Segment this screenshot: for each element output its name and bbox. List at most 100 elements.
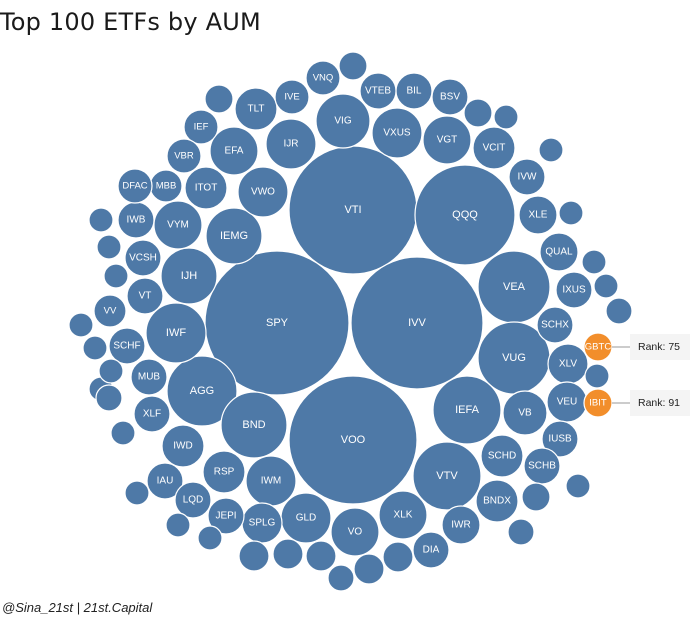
bubble-lqd [174, 481, 212, 519]
bubble-iefa [432, 375, 502, 445]
bubble-vbr [166, 138, 202, 174]
bubble-label-vb: VB [518, 408, 532, 419]
bubble-unlabeled-70 [538, 137, 564, 163]
bubble-efa [209, 126, 259, 176]
bubble-qqq [414, 164, 516, 266]
bubble-unlabeled-84 [197, 525, 223, 551]
bubble-ivv [350, 256, 484, 390]
bubble-label-iwb: IWB [127, 215, 146, 226]
bubble-label-schx: SCHX [541, 320, 569, 331]
bubble-qual [539, 232, 579, 272]
bubble-ief [183, 109, 219, 145]
bubble-label-bil: BIL [406, 86, 421, 97]
bubble-schf [108, 327, 146, 365]
bubble-vtv [412, 441, 482, 511]
callout-box-gbtc [630, 334, 690, 360]
bubble-ijr [265, 118, 317, 170]
bubble-unlabeled-78 [382, 541, 414, 573]
bubble-unlabeled-94 [88, 207, 114, 233]
bubble-unlabeled-66 [338, 51, 368, 81]
bubble-unlabeled-73 [593, 273, 619, 299]
bubble-label-veu: VEU [557, 397, 578, 408]
bubble-label-vwo: VWO [251, 187, 275, 198]
bubble-label-ivw: IVW [518, 172, 537, 183]
bubble-unlabeled-67 [204, 84, 234, 114]
bubble-label-lqd: LQD [183, 495, 204, 506]
bubble-label-schd: SCHD [488, 451, 516, 462]
bubble-iau [146, 462, 184, 500]
bubble-label-vgt: VGT [437, 135, 458, 146]
bubble-vteb [359, 72, 397, 110]
bubble-label-vcsh: VCSH [129, 253, 157, 264]
bubble-unlabeled-69 [493, 104, 519, 130]
bubble-iemg [205, 207, 263, 265]
bubble-label-mub: MUB [138, 372, 161, 383]
bubble-unlabeled-68 [463, 98, 493, 128]
bubble-unlabeled-97 [507, 518, 535, 546]
callout-box-ibit [630, 390, 690, 416]
bubble-vwo [237, 166, 289, 218]
bubble-label-vym: VYM [167, 220, 189, 231]
bubble-agg [166, 355, 238, 427]
bubble-label-bsv: BSV [440, 92, 460, 103]
bubble-label-vv: VV [104, 306, 117, 317]
bubble-unlabeled-91 [68, 312, 94, 338]
bubble-label-vea: VEA [503, 281, 526, 293]
bubble-label-iefa: IEFA [455, 404, 480, 416]
bubble-label-iwm: IWM [261, 476, 282, 487]
bubble-label-efa: EFA [225, 146, 244, 157]
bubble-label-dfac: DFAC [122, 181, 147, 192]
bubble-unlabeled-71 [558, 200, 584, 226]
bubble-label-xle: XLE [529, 210, 548, 221]
callout-text-ibit: Rank: 91 [638, 397, 680, 409]
bubble-label-vcit: VCIT [483, 143, 506, 154]
bubble-label-iau: IAU [157, 476, 174, 487]
bubble-label-gbtc: GBTC [585, 342, 612, 353]
bubble-vgt [422, 115, 472, 165]
bubble-unlabeled-90 [82, 335, 108, 361]
bubble-unlabeled-87 [110, 420, 136, 446]
bubble-label-voo: VOO [341, 434, 366, 446]
bubble-iusb [541, 420, 579, 458]
bubble-vnq [305, 60, 341, 96]
bubble-unlabeled-79 [353, 553, 385, 585]
credit-footer: @Sina_21st | 21st.Capital [2, 600, 153, 615]
bubble-label-vti: VTI [344, 204, 361, 216]
bubble-unlabeled-89 [98, 358, 124, 384]
bubble-ixus [555, 271, 593, 309]
bubble-label-iwr: IWR [451, 520, 470, 531]
chart-title: Top 100 ETFs by AUM [0, 8, 261, 36]
bubble-unlabeled-86 [124, 480, 150, 506]
bubble-label-ibit: IBIT [589, 398, 607, 409]
bubble-iwr [441, 505, 481, 545]
bubble-label-dia: DIA [423, 545, 440, 556]
bubble-vxus [371, 107, 423, 159]
bubble-label-xlv: XLV [559, 359, 577, 370]
bubble-label-agg: AGG [190, 385, 214, 397]
bubble-xlf [133, 395, 171, 433]
callout-text-gbtc: Rank: 75 [638, 341, 680, 353]
bubble-label-schb: SCHB [528, 461, 556, 472]
bubble-vcsh [124, 239, 162, 277]
bubble-vym [153, 200, 203, 250]
bubble-unlabeled-81 [305, 540, 337, 572]
bubble-ijh [160, 247, 218, 305]
bubble-vv [93, 294, 127, 328]
bubble-mub [130, 358, 168, 396]
bubble-label-itot: ITOT [195, 183, 218, 194]
bubble-bnd [220, 391, 288, 459]
bubble-rsp [202, 450, 246, 494]
bubble-dia [412, 531, 450, 569]
bubble-vb [502, 390, 548, 436]
bubble-iwd [161, 424, 205, 468]
bubble-label-schf: SCHF [113, 341, 140, 352]
bubble-unlabeled-92 [103, 263, 129, 289]
bubble-label-xlk: XLK [394, 510, 413, 521]
bubble-unlabeled-96 [565, 473, 591, 499]
bubble-unlabeled-95 [95, 384, 123, 412]
bubble-unlabeled-75 [584, 363, 610, 389]
bubble-label-vteb: VTEB [365, 86, 391, 97]
bubble-unlabeled-83 [238, 540, 270, 572]
bubble-label-xlf: XLF [143, 409, 161, 420]
